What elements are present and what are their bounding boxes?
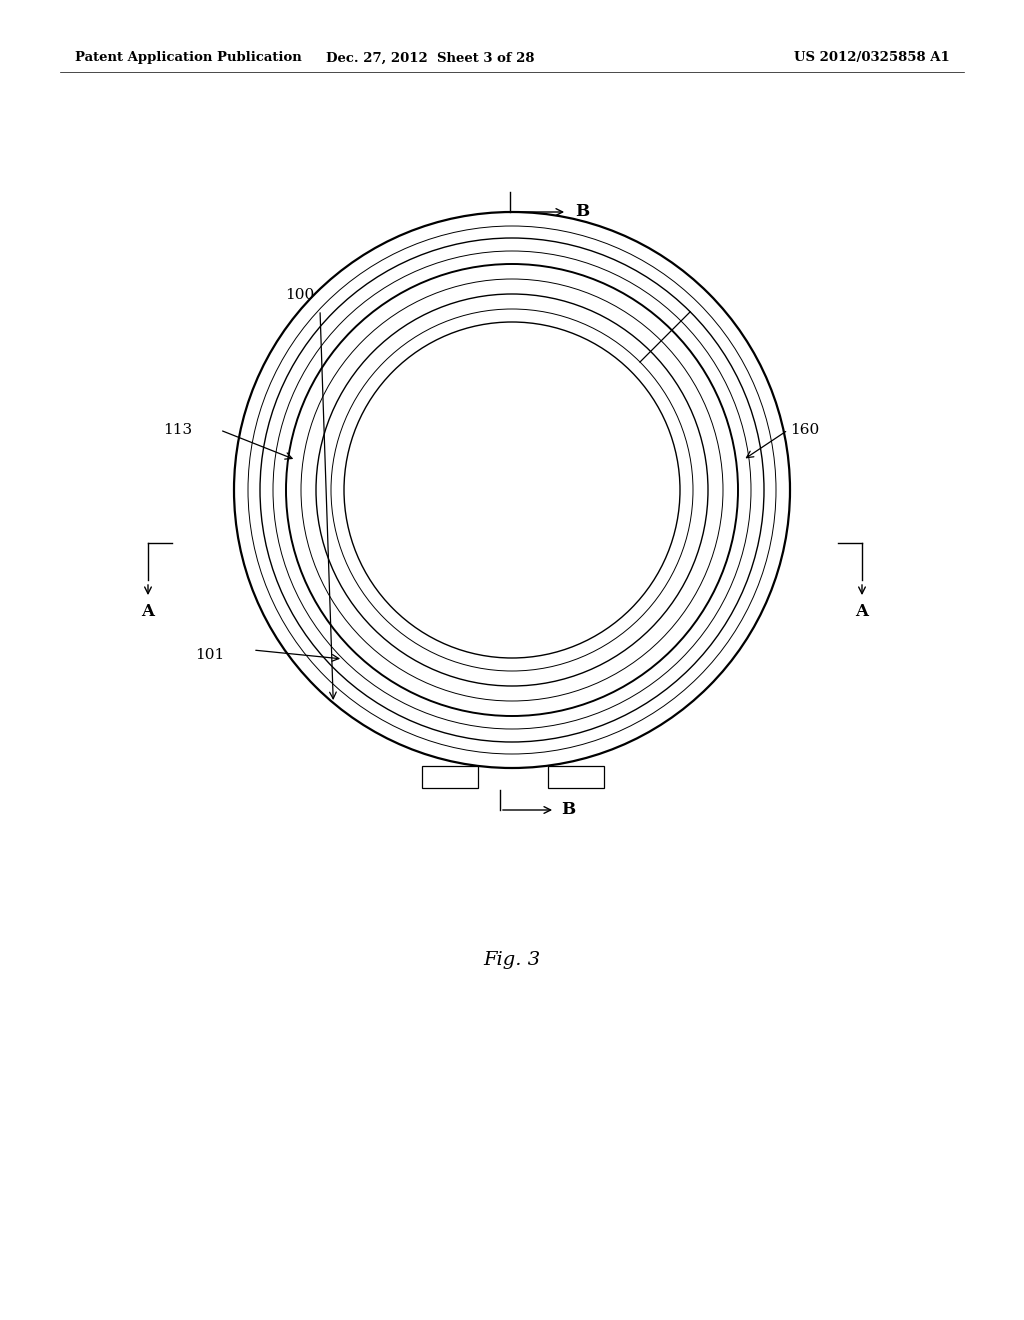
Text: 100: 100 (285, 288, 314, 302)
Text: 113: 113 (163, 422, 193, 437)
Text: 160: 160 (790, 422, 819, 437)
Bar (422, 766, 478, 788)
Text: 101: 101 (195, 648, 224, 663)
Text: US 2012/0325858 A1: US 2012/0325858 A1 (795, 51, 950, 65)
Text: A: A (855, 603, 868, 620)
Bar (548, 766, 604, 788)
Text: B: B (561, 801, 575, 818)
Text: B: B (575, 203, 589, 220)
Text: Fig. 3: Fig. 3 (483, 950, 541, 969)
Text: Dec. 27, 2012  Sheet 3 of 28: Dec. 27, 2012 Sheet 3 of 28 (326, 51, 535, 65)
Text: Patent Application Publication: Patent Application Publication (75, 51, 302, 65)
Text: A: A (141, 603, 155, 620)
